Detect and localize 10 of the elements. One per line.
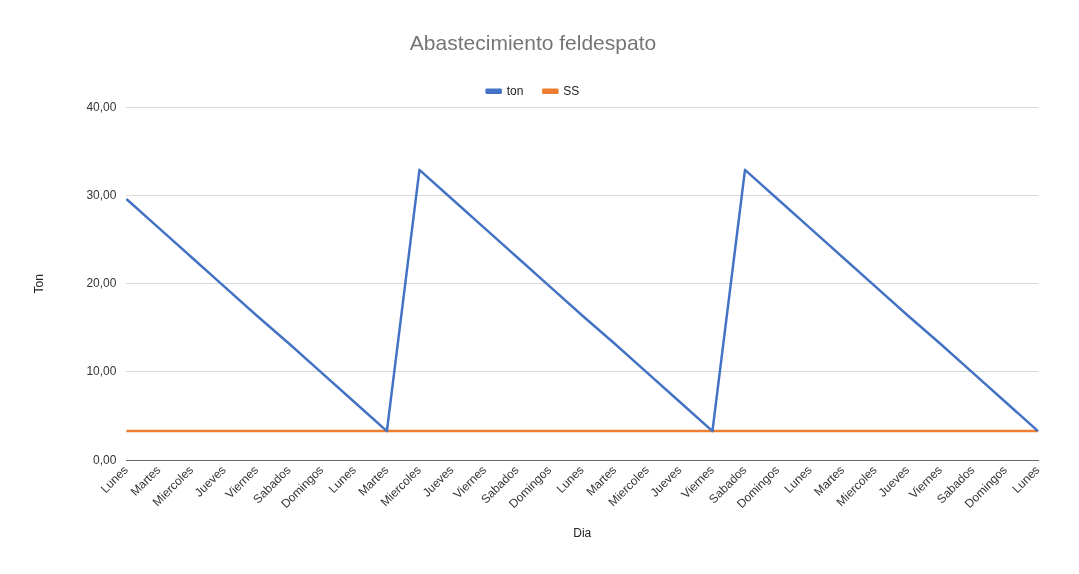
y-tick-label: 30,00 [86,187,117,202]
legend-label: ton [506,83,524,98]
chart-title: Abastecimiento feldespato [409,31,657,55]
y-axis-title: Ton [31,274,46,294]
y-tick-label: 10,00 [86,364,117,379]
y-tick-label: 40,00 [86,99,117,114]
x-axis-title: Dia [573,526,592,541]
y-tick-label: 0,00 [93,452,117,467]
y-tick-label: 20,00 [86,276,117,291]
legend-label: SS [563,83,580,98]
